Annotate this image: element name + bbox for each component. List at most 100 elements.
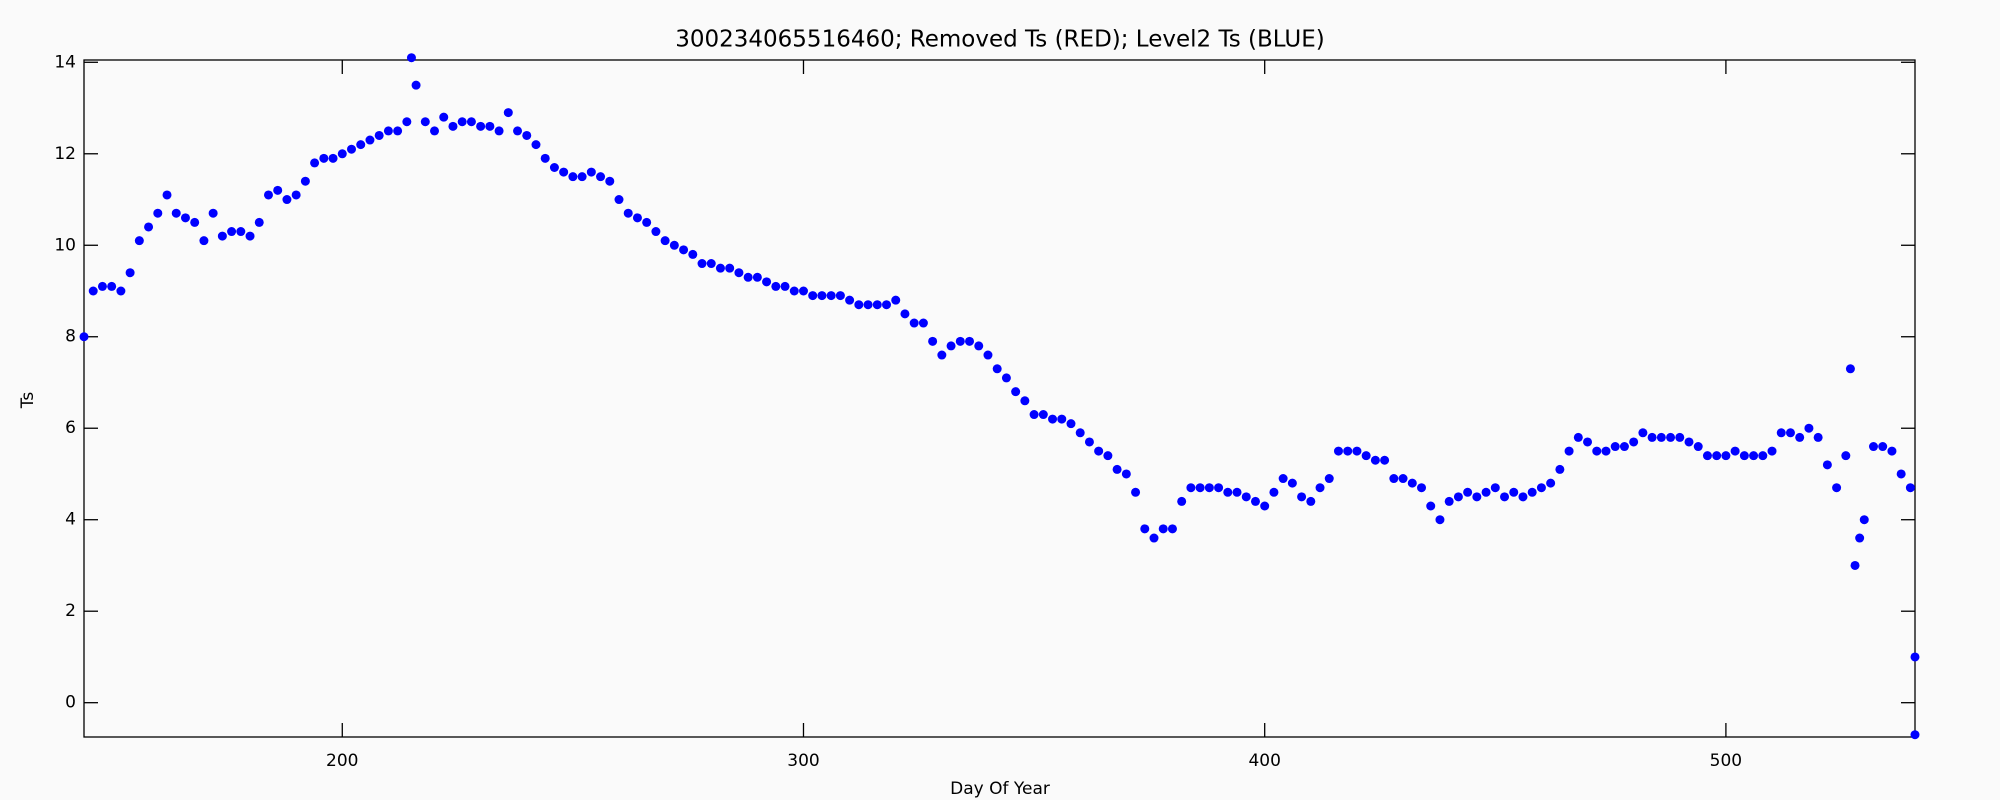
data-point [383, 126, 393, 136]
data-point [909, 318, 919, 328]
data-point [1352, 446, 1362, 456]
data-point [1896, 469, 1906, 479]
data-point [743, 272, 753, 282]
data-point [1324, 474, 1334, 484]
data-point [1121, 469, 1131, 479]
data-point [1730, 446, 1740, 456]
data-point [347, 144, 357, 154]
data-point [402, 117, 412, 127]
data-point [946, 341, 956, 351]
data-point [826, 291, 836, 301]
data-point [1426, 501, 1436, 511]
data-point [1343, 446, 1353, 456]
data-point [406, 53, 416, 63]
data-point [1444, 496, 1454, 506]
data-point [734, 268, 744, 278]
data-point [1038, 410, 1048, 420]
data-point [190, 217, 200, 227]
data-point [568, 172, 578, 182]
data-point [1684, 437, 1694, 447]
data-point [1149, 533, 1159, 543]
data-point [217, 231, 227, 241]
data-point [706, 259, 716, 269]
data-point [1214, 483, 1224, 493]
data-point [420, 117, 430, 127]
data-point [522, 130, 532, 140]
data-point [356, 140, 366, 150]
data-point [1910, 730, 1920, 740]
data-point [476, 121, 486, 131]
data-point [1333, 446, 1343, 456]
data-point [1666, 432, 1676, 442]
data-point [688, 249, 698, 259]
data-point [854, 300, 864, 310]
data-point [1195, 483, 1205, 493]
data-point [430, 126, 440, 136]
data-point [771, 281, 781, 291]
data-point [1481, 487, 1491, 497]
data-point [1075, 428, 1085, 438]
data-point [1583, 437, 1593, 447]
data-point [1223, 487, 1233, 497]
data-point [88, 286, 98, 296]
data-point [1887, 446, 1897, 456]
data-point [715, 263, 725, 273]
data-point [697, 259, 707, 269]
data-point [1785, 428, 1795, 438]
data-point [337, 149, 347, 159]
data-point [1029, 410, 1039, 420]
data-point [457, 117, 467, 127]
data-point [1739, 451, 1749, 461]
data-point [254, 217, 264, 227]
data-point [171, 208, 181, 218]
data-point [485, 121, 495, 131]
data-point [1675, 432, 1685, 442]
data-point [1472, 492, 1482, 502]
data-point [1647, 432, 1657, 442]
data-point [199, 236, 209, 246]
data-point [798, 286, 808, 296]
data-point [983, 350, 993, 360]
y-tick-label: 6 [65, 418, 76, 438]
data-point [762, 277, 772, 287]
data-point [439, 112, 449, 122]
data-point [928, 336, 938, 346]
data-point [1712, 451, 1722, 461]
data-point [891, 295, 901, 305]
data-point [955, 336, 965, 346]
y-tick-label: 2 [65, 601, 76, 621]
data-point [1845, 364, 1855, 374]
data-point [374, 130, 384, 140]
data-point [1084, 437, 1094, 447]
data-point [494, 126, 504, 136]
data-point [1297, 492, 1307, 502]
data-point [780, 281, 790, 291]
data-point [1232, 487, 1242, 497]
data-point [273, 185, 283, 195]
data-point [411, 80, 421, 90]
data-point [1855, 533, 1865, 543]
data-point [448, 121, 458, 131]
data-point [1573, 432, 1583, 442]
y-tick-label: 12 [54, 144, 76, 164]
data-point [540, 153, 550, 163]
data-point [1241, 492, 1251, 502]
data-point [365, 135, 375, 145]
data-point [1878, 442, 1888, 452]
data-point [1204, 483, 1214, 493]
data-point [1868, 442, 1878, 452]
data-point [328, 153, 338, 163]
data-point [1702, 451, 1712, 461]
data-point [245, 231, 255, 241]
data-point [1795, 432, 1805, 442]
data-point [614, 195, 624, 205]
data-point [144, 222, 154, 232]
data-point [1140, 524, 1150, 534]
data-point [1186, 483, 1196, 493]
data-point [549, 162, 559, 172]
data-point [1610, 442, 1620, 452]
x-tick-label: 400 [1248, 751, 1280, 771]
data-point [1905, 483, 1915, 493]
data-point [1177, 496, 1187, 506]
